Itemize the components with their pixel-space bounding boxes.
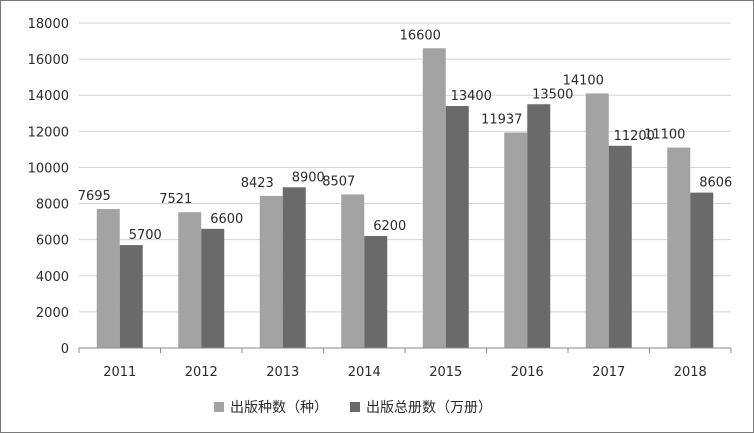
x-tick-label: 2014	[348, 365, 381, 380]
y-tick-label: 2000	[36, 306, 69, 321]
bar-volume-count	[119, 245, 143, 348]
y-tick-label: 0	[61, 342, 69, 357]
bar-volume-count	[690, 192, 714, 348]
bar-volume-count	[445, 106, 469, 348]
data-label: 13500	[532, 87, 573, 102]
bar-title-count	[178, 212, 202, 348]
legend-label: 出版种数（种）	[230, 400, 328, 416]
y-tick-label: 4000	[36, 270, 69, 285]
legend: 出版种数（种） 出版总册数（万册）	[214, 400, 492, 416]
bar-title-count	[422, 48, 446, 349]
data-label: 7521	[159, 192, 192, 207]
data-label: 8900	[292, 170, 325, 185]
x-tick-label: 2011	[103, 365, 136, 380]
y-tick-label: 14000	[28, 89, 69, 104]
y-tick-label: 6000	[36, 234, 69, 249]
legend-swatch	[214, 402, 224, 412]
bar-title-count	[585, 93, 609, 349]
bar-volume-count	[608, 145, 632, 348]
y-tick-label: 10000	[28, 161, 69, 176]
data-label: 16600	[400, 28, 441, 43]
x-tick-label: 2015	[429, 365, 462, 380]
bar-volume-count	[527, 104, 551, 348]
data-label: 8423	[241, 176, 274, 191]
bar-title-count	[259, 195, 283, 348]
y-tick-label: 12000	[28, 125, 69, 140]
x-tick-label: 2013	[266, 365, 299, 380]
legend-swatch	[350, 402, 360, 412]
x-tick-label: 2017	[592, 365, 625, 380]
data-label: 5700	[129, 228, 162, 243]
legend-label: 出版总册数（万册）	[366, 400, 492, 416]
x-tick-label: 2016	[511, 365, 544, 380]
data-label: 13400	[451, 89, 492, 104]
data-label: 8507	[322, 174, 355, 189]
x-tick-label: 2012	[185, 365, 218, 380]
bar-volume-count	[201, 228, 225, 348]
y-tick-label: 16000	[28, 53, 69, 68]
bar-title-count	[667, 147, 691, 348]
data-label: 6200	[373, 219, 406, 234]
data-label: 7695	[78, 189, 111, 204]
data-label: 14100	[563, 73, 604, 88]
bar-title-count	[341, 194, 365, 348]
data-label: 11100	[644, 128, 685, 143]
x-tick-label: 2018	[674, 365, 707, 380]
y-tick-label: 18000	[28, 17, 69, 32]
bar-title-count	[504, 132, 528, 348]
data-label: 11200	[614, 129, 655, 144]
data-label: 11937	[481, 112, 522, 127]
axes: 0 2000 4000 6000 8000 10000 12000 14000 16000 180…	[28, 17, 732, 380]
gridlines	[79, 22, 731, 313]
bars	[96, 48, 714, 349]
bar-volume-count	[282, 187, 306, 348]
bar-title-count	[96, 209, 120, 348]
data-label: 8606	[699, 176, 732, 191]
bar-volume-count	[364, 236, 388, 348]
y-tick-label: 8000	[36, 198, 69, 213]
data-label: 6600	[210, 212, 243, 227]
